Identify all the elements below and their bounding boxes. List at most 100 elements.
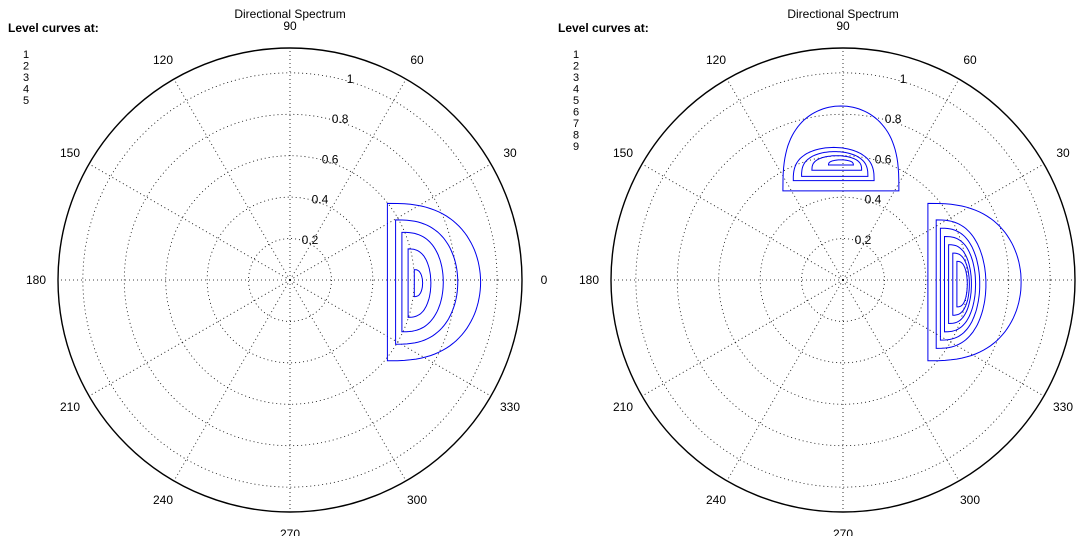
radial-tick-label: 1 <box>900 72 907 86</box>
axis-labels-right: 03060901201501802102402703003300.20.40.6… <box>579 19 1073 536</box>
angle-tick-label: 180 <box>579 273 599 287</box>
radial-grid-circle <box>82 72 498 488</box>
level-label: 1 <box>573 49 579 61</box>
level-label: 8 <box>573 130 579 142</box>
level-label: 5 <box>23 95 29 107</box>
angle-spoke <box>726 279 844 482</box>
angle-tick-label: 60 <box>963 53 977 67</box>
contours-right <box>782 105 1022 362</box>
plot-title-left: Directional Spectrum <box>234 7 345 21</box>
angle-tick-label: 90 <box>836 19 850 33</box>
angle-tick-label: 120 <box>153 53 173 67</box>
contour-line <box>944 235 977 333</box>
level-curves-title-right: Level curves at: <box>558 21 649 35</box>
angle-spoke <box>289 78 407 281</box>
radial-tick-label: 0.2 <box>302 233 319 247</box>
angle-tick-label: 180 <box>26 273 46 287</box>
radial-grid-circle <box>759 196 927 364</box>
radial-tick-label: 0.6 <box>875 152 892 166</box>
angle-spoke <box>641 163 844 281</box>
level-label: 7 <box>573 118 579 130</box>
angle-tick-label: 330 <box>1053 400 1073 414</box>
level-curves-title-left: Level curves at: <box>8 21 99 35</box>
radial-grid-circle <box>206 196 374 364</box>
level-label: 3 <box>23 72 29 84</box>
angle-tick-label: 210 <box>613 400 633 414</box>
angle-spoke <box>88 163 291 281</box>
plot-title-right: Directional Spectrum <box>787 7 898 21</box>
contour-line <box>386 202 482 362</box>
angle-tick-label: 270 <box>833 527 853 536</box>
angle-spoke <box>173 279 291 482</box>
outer-circle <box>610 47 1076 513</box>
angle-tick-label: 210 <box>60 400 80 414</box>
angle-tick-label: 150 <box>60 146 80 160</box>
angle-tick-label: 60 <box>410 53 424 67</box>
level-label: 5 <box>573 95 579 107</box>
contour-line <box>401 231 444 333</box>
angle-tick-label: 240 <box>153 493 173 507</box>
angle-tick-label: 150 <box>613 146 633 160</box>
angle-spoke <box>289 279 407 482</box>
angle-spoke <box>842 163 1045 281</box>
angle-tick-label: 330 <box>500 400 520 414</box>
level-label: 2 <box>23 61 29 73</box>
angle-tick-label: 300 <box>960 493 980 507</box>
angle-spoke <box>726 78 844 281</box>
outer-circle <box>57 47 523 513</box>
radial-tick-label: 0.4 <box>865 193 882 207</box>
radial-tick-label: 0.6 <box>322 152 339 166</box>
contour-line <box>413 269 424 298</box>
radial-tick-label: 0.8 <box>885 112 902 126</box>
angle-spoke <box>289 279 492 397</box>
angle-tick-label: 300 <box>407 493 427 507</box>
contour-line <box>935 219 987 349</box>
radial-grid-circle <box>635 72 1051 488</box>
radial-grid-circle <box>801 238 885 322</box>
level-label: 4 <box>23 84 29 96</box>
radial-grid-circle <box>123 113 457 447</box>
level-label: 1 <box>23 49 29 61</box>
contours-left <box>386 202 482 362</box>
polar-plot-left: Directional Spectrum Level curves at: 12… <box>8 7 548 536</box>
level-label: 6 <box>573 107 579 119</box>
radial-grid-circle <box>676 113 1010 447</box>
angle-spoke <box>842 279 960 482</box>
angle-tick-label: 0 <box>541 273 548 287</box>
contour-line <box>948 244 972 325</box>
contour-line <box>792 146 875 182</box>
contour-line <box>956 260 968 308</box>
axis-labels-left: 0 30 60 90 120 150 180 210 240 270 300 330 0.2 0.4 0.6… <box>26 19 548 536</box>
angle-spoke <box>842 279 1045 397</box>
radial-tick-label: 0.8 <box>332 112 349 126</box>
level-label: 9 <box>573 141 579 153</box>
contour-line <box>395 219 459 345</box>
angle-spoke <box>88 279 291 397</box>
radial-tick-label: 1 <box>347 72 354 86</box>
angle-tick-label: 120 <box>706 53 726 67</box>
angle-spoke <box>173 78 291 281</box>
contour-line <box>811 155 863 171</box>
level-label: 2 <box>573 61 579 73</box>
angle-tick-label: 30 <box>503 146 517 160</box>
radial-tick-label: 0.4 <box>312 193 329 207</box>
contour-line <box>407 248 432 318</box>
polar-grid-left <box>57 47 523 513</box>
contour-line <box>952 252 970 316</box>
polar-grid-right <box>610 47 1076 513</box>
level-label: 3 <box>573 72 579 84</box>
contour-line <box>782 105 900 192</box>
radial-grid-circle <box>248 238 332 322</box>
angle-tick-label: 240 <box>706 493 726 507</box>
angle-tick-label: 270 <box>280 527 300 536</box>
contour-line <box>927 202 1022 362</box>
angle-tick-label: 90 <box>283 19 297 33</box>
contour-line <box>828 159 854 166</box>
angle-spoke <box>641 279 844 397</box>
radial-tick-label: 0.2 <box>855 233 872 247</box>
contour-line <box>801 151 869 177</box>
angle-spoke <box>842 78 960 281</box>
